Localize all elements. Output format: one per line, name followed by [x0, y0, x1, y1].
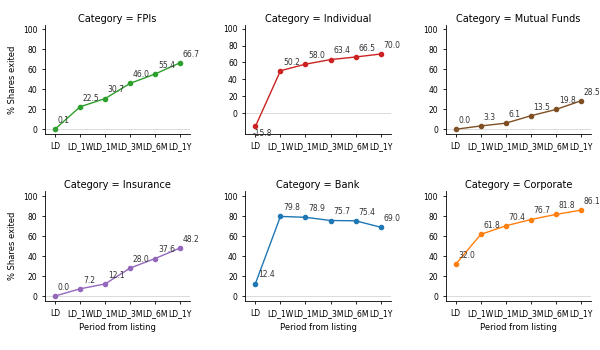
Title: Category = FPIs: Category = FPIs: [79, 14, 157, 24]
Text: 7.2: 7.2: [83, 276, 95, 285]
Text: 28.5: 28.5: [584, 88, 600, 97]
Text: 55.4: 55.4: [158, 61, 175, 70]
Text: 28.0: 28.0: [133, 255, 149, 264]
X-axis label: Period from listing: Period from listing: [480, 323, 557, 332]
Text: 0.0: 0.0: [458, 116, 471, 125]
Text: 70.4: 70.4: [509, 212, 526, 222]
Text: 75.7: 75.7: [333, 207, 350, 216]
Text: 86.1: 86.1: [584, 197, 600, 206]
Text: 66.5: 66.5: [358, 44, 376, 53]
Text: 0.1: 0.1: [58, 116, 70, 125]
Text: 66.7: 66.7: [183, 50, 200, 58]
Text: 32.0: 32.0: [458, 251, 475, 260]
Y-axis label: % Shares exited: % Shares exited: [8, 45, 17, 113]
Title: Category = Corporate: Category = Corporate: [465, 181, 572, 190]
Text: 12.4: 12.4: [258, 271, 275, 280]
Text: 50.2: 50.2: [283, 58, 300, 66]
Text: 58.0: 58.0: [308, 51, 325, 60]
Text: 78.9: 78.9: [308, 204, 325, 213]
Text: 6.1: 6.1: [509, 110, 521, 119]
Text: 48.2: 48.2: [183, 235, 200, 244]
Text: 69.0: 69.0: [383, 214, 400, 223]
X-axis label: Period from listing: Period from listing: [280, 323, 356, 332]
Text: 37.6: 37.6: [158, 245, 175, 254]
Y-axis label: % Shares exited: % Shares exited: [8, 212, 17, 280]
Text: -15.8: -15.8: [253, 128, 272, 138]
Title: Category = Bank: Category = Bank: [277, 181, 359, 190]
Text: 0.0: 0.0: [58, 283, 70, 292]
Text: 13.5: 13.5: [533, 103, 551, 112]
Text: 30.7: 30.7: [108, 85, 125, 94]
Text: 76.7: 76.7: [533, 206, 551, 215]
Text: 3.3: 3.3: [484, 113, 496, 122]
Text: 75.4: 75.4: [358, 208, 376, 217]
Text: 22.5: 22.5: [83, 93, 100, 103]
Title: Category = Insurance: Category = Insurance: [64, 181, 171, 190]
Text: 19.8: 19.8: [559, 96, 575, 105]
Text: 12.1: 12.1: [108, 271, 124, 280]
Text: 81.8: 81.8: [559, 201, 575, 210]
Title: Category = Mutual Funds: Category = Mutual Funds: [456, 14, 581, 24]
X-axis label: Period from listing: Period from listing: [79, 323, 156, 332]
Text: 46.0: 46.0: [133, 70, 150, 79]
Text: 63.4: 63.4: [333, 47, 350, 55]
Title: Category = Individual: Category = Individual: [265, 14, 371, 24]
Text: 79.8: 79.8: [283, 203, 300, 212]
Text: 70.0: 70.0: [383, 41, 400, 50]
Text: 61.8: 61.8: [484, 221, 500, 230]
